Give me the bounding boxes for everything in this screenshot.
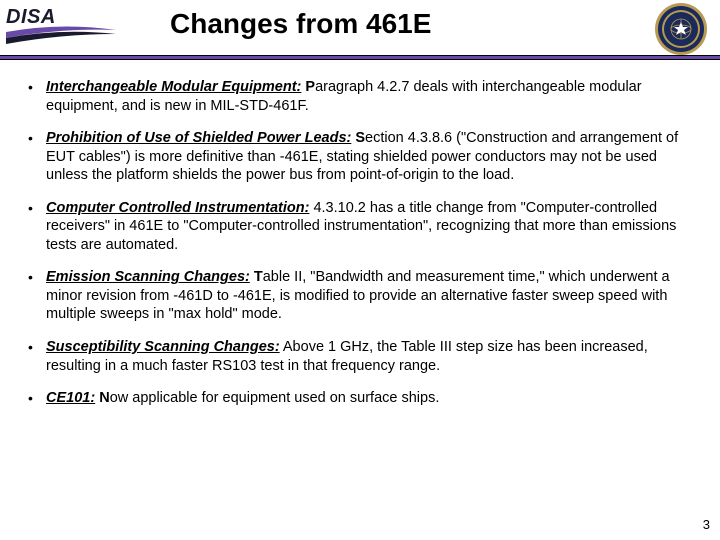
slide-header: DISA Changes from 461E <box>0 0 720 62</box>
bullet-lead: Prohibition of Use of Shielded Power Lea… <box>46 130 351 146</box>
bullet-mark: • <box>28 389 46 408</box>
bullet-lead: Susceptibility Scanning Changes: <box>46 339 280 355</box>
bullet-body: Interchangeable Modular Equipment: Parag… <box>46 78 688 115</box>
bullet-mark: • <box>28 268 46 287</box>
bullet-mark: • <box>28 338 46 357</box>
bullet-body: Emission Scanning Changes: Table II, "Ba… <box>46 268 688 324</box>
bullet-mark: • <box>28 129 46 148</box>
dod-seal-icon <box>654 2 708 56</box>
bullet-rest: ow applicable for equipment used on surf… <box>110 390 440 406</box>
bullet-lead: Interchangeable Modular Equipment: <box>46 79 301 95</box>
bullet-item: •Susceptibility Scanning Changes: Above … <box>28 338 688 375</box>
bullet-rest-first-letter: N <box>99 390 109 406</box>
bullet-mark: • <box>28 199 46 218</box>
bullet-item: •Computer Controlled Instrumentation: 4.… <box>28 199 688 255</box>
bullet-body: CE101: Now applicable for equipment used… <box>46 389 688 408</box>
page-number: 3 <box>703 517 710 532</box>
bullet-body: Computer Controlled Instrumentation: 4.3… <box>46 199 688 255</box>
bullet-rest-first-letter: P <box>305 79 315 95</box>
header-rule-inner <box>0 56 720 59</box>
bullet-lead: Emission Scanning Changes: <box>46 269 250 285</box>
bullet-rest-first-letter: S <box>355 130 365 146</box>
bullet-item: •Emission Scanning Changes: Table II, "B… <box>28 268 688 324</box>
bullet-item: •Prohibition of Use of Shielded Power Le… <box>28 129 688 185</box>
bullet-item: •CE101: Now applicable for equipment use… <box>28 389 688 408</box>
bullet-list: •Interchangeable Modular Equipment: Para… <box>28 78 688 422</box>
bullet-lead: Computer Controlled Instrumentation: <box>46 200 309 216</box>
disa-logo: DISA <box>6 4 116 46</box>
page-title: Changes from 461E <box>170 8 431 40</box>
bullet-mark: • <box>28 78 46 97</box>
bullet-rest-first-letter: T <box>254 269 263 285</box>
bullet-body: Prohibition of Use of Shielded Power Lea… <box>46 129 688 185</box>
bullet-lead: CE101: <box>46 390 95 406</box>
bullet-item: •Interchangeable Modular Equipment: Para… <box>28 78 688 115</box>
bullet-body: Susceptibility Scanning Changes: Above 1… <box>46 338 688 375</box>
disa-swoosh-icon <box>6 26 116 44</box>
